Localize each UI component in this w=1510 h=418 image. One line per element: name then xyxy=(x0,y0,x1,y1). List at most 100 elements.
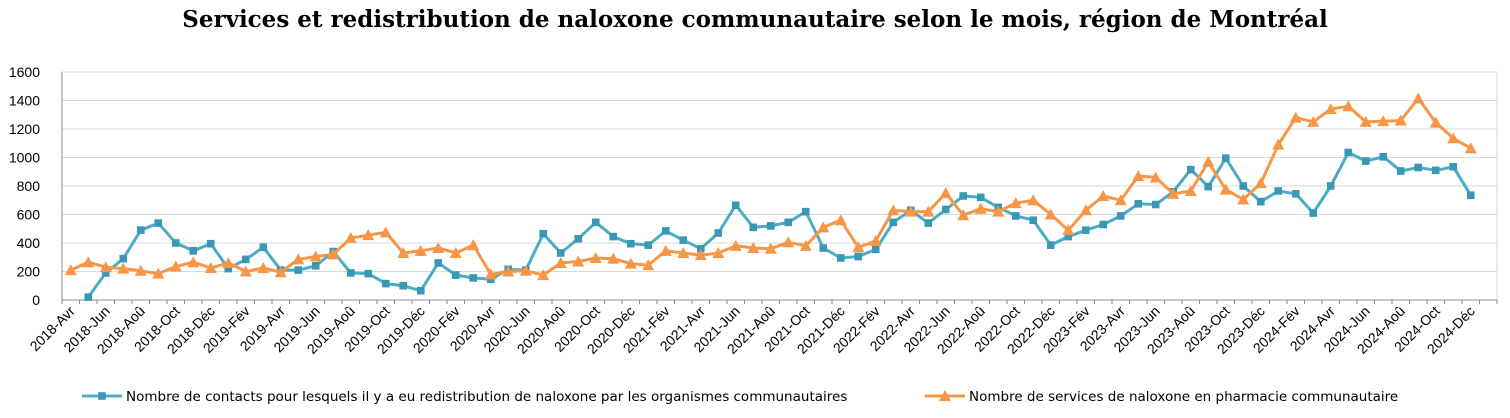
data-point xyxy=(469,274,478,282)
data-point xyxy=(1344,148,1353,157)
data-point xyxy=(414,244,427,256)
data-point xyxy=(309,250,322,262)
data-point xyxy=(1167,187,1180,199)
data-point xyxy=(1466,191,1475,200)
data-point xyxy=(1149,171,1162,183)
data-point xyxy=(154,219,163,227)
legend-marker xyxy=(939,390,951,401)
data-point xyxy=(1289,111,1302,123)
data-point xyxy=(642,259,655,271)
data-point xyxy=(1254,177,1267,189)
data-point xyxy=(554,256,567,268)
data-point xyxy=(1361,157,1370,165)
legend-marker xyxy=(98,392,106,400)
data-point xyxy=(136,226,145,234)
data-point xyxy=(364,269,373,278)
data-point xyxy=(1379,152,1388,161)
data-point xyxy=(924,219,933,227)
data-point xyxy=(1081,226,1090,234)
data-point xyxy=(1029,216,1038,224)
data-point xyxy=(992,205,1005,217)
data-point xyxy=(817,221,830,233)
data-point xyxy=(749,223,758,232)
data-point xyxy=(1429,116,1442,128)
y-tick-label: 1000 xyxy=(9,150,40,166)
data-point xyxy=(346,269,355,277)
data-point xyxy=(836,254,845,262)
data-point xyxy=(1099,220,1108,229)
data-point xyxy=(1307,115,1320,127)
data-point xyxy=(1151,200,1160,209)
data-point xyxy=(152,267,165,279)
data-point xyxy=(1324,103,1337,115)
data-point xyxy=(1256,197,1265,206)
data-point xyxy=(1326,182,1335,190)
series-2 xyxy=(64,92,1477,281)
data-point xyxy=(294,266,303,274)
data-point xyxy=(766,222,775,230)
data-point xyxy=(397,246,410,258)
data-point xyxy=(1377,115,1390,127)
data-point xyxy=(589,251,602,263)
axes: 020040060080010001200140016002018-Avr201… xyxy=(9,64,1498,357)
data-point xyxy=(1202,155,1215,167)
data-point xyxy=(556,249,565,257)
data-point xyxy=(1237,193,1250,205)
data-point xyxy=(1204,182,1213,191)
data-point xyxy=(696,244,705,253)
data-point xyxy=(799,239,812,251)
data-point xyxy=(729,239,742,251)
data-point xyxy=(169,260,182,272)
data-point xyxy=(976,193,985,202)
data-point xyxy=(1186,165,1195,174)
data-point xyxy=(416,286,425,295)
data-point xyxy=(1062,224,1075,236)
data-point xyxy=(887,204,900,216)
data-point xyxy=(274,266,287,278)
data-point xyxy=(1464,142,1477,154)
legend: Nombre de contacts pour lesquels il y a … xyxy=(82,389,1398,405)
data-point xyxy=(1447,132,1460,144)
data-point xyxy=(1396,167,1405,175)
data-point xyxy=(379,226,392,238)
data-point xyxy=(311,262,320,270)
data-point xyxy=(974,202,987,214)
data-point xyxy=(1342,100,1355,112)
data-point xyxy=(399,281,408,290)
data-point xyxy=(1272,138,1285,150)
data-point xyxy=(661,227,670,235)
data-point xyxy=(1116,212,1125,220)
data-point xyxy=(259,243,268,252)
data-point xyxy=(222,256,235,268)
data-point xyxy=(659,244,672,256)
data-point xyxy=(852,241,865,253)
series-lines xyxy=(64,92,1477,301)
y-tick-label: 1200 xyxy=(9,121,40,137)
data-point xyxy=(1134,200,1143,208)
data-point xyxy=(959,192,968,200)
data-point xyxy=(1449,162,1458,171)
data-point xyxy=(889,218,898,227)
data-point xyxy=(1132,170,1145,182)
data-point xyxy=(82,256,95,268)
data-point xyxy=(449,246,462,258)
data-point xyxy=(1064,232,1073,241)
data-point xyxy=(747,241,760,253)
data-point xyxy=(939,187,952,199)
data-point xyxy=(1219,183,1232,195)
data-point xyxy=(1239,182,1248,190)
data-point xyxy=(1414,163,1423,172)
chart-title: Services et redistribution de naloxone c… xyxy=(182,6,1328,33)
data-point xyxy=(134,264,147,276)
data-point xyxy=(1027,194,1040,206)
data-point xyxy=(957,209,970,221)
y-tick-label: 800 xyxy=(17,178,41,194)
data-point xyxy=(292,253,305,265)
data-point xyxy=(819,244,828,252)
data-point xyxy=(539,229,548,238)
data-point xyxy=(187,256,200,268)
y-tick-label: 600 xyxy=(17,207,41,223)
data-point xyxy=(239,265,252,277)
data-point xyxy=(84,293,93,301)
data-point xyxy=(362,229,375,241)
